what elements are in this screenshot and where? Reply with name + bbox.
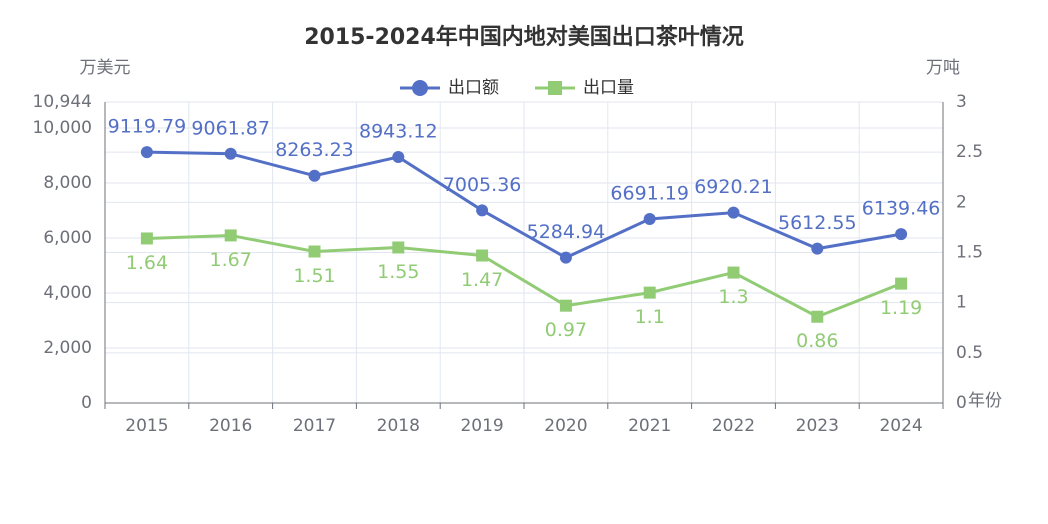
y2-tick-label: 0.5 — [956, 343, 983, 363]
y2-tick-label: 1 — [956, 293, 967, 313]
y2-tick-label: 3 — [956, 92, 967, 112]
data-label: 6691.19 — [610, 182, 689, 204]
data-label: 1.3 — [718, 286, 748, 308]
point — [895, 228, 908, 241]
x-tick-label: 2022 — [712, 416, 755, 436]
point — [308, 169, 321, 182]
data-label: 9061.87 — [191, 117, 270, 139]
x-tick-label: 2015 — [125, 416, 168, 436]
point — [224, 229, 237, 242]
legend-label: 出口量 — [583, 78, 634, 98]
data-label: 5284.94 — [527, 221, 606, 243]
y-tick-label: 10,944 — [33, 92, 92, 112]
point — [643, 286, 656, 299]
data-label: 1.1 — [635, 306, 665, 328]
series-line — [146, 150, 902, 260]
point — [811, 242, 824, 255]
point — [559, 251, 572, 264]
point — [476, 204, 489, 217]
point — [559, 299, 572, 312]
data-label: 0.97 — [545, 319, 587, 341]
data-label: 1.55 — [377, 261, 419, 283]
legend-marker — [412, 80, 428, 96]
data-label: 8263.23 — [275, 139, 354, 161]
point — [308, 245, 321, 258]
data-label: 1.64 — [126, 252, 168, 274]
y-tick-label: 0 — [81, 393, 92, 413]
x-tick-label: 2020 — [544, 416, 587, 436]
point — [476, 249, 489, 262]
series-line — [146, 233, 902, 319]
data-label: 1.19 — [880, 297, 922, 319]
point — [895, 277, 908, 290]
legend-label: 出口额 — [448, 78, 499, 98]
y2-tick-label: 1.5 — [956, 243, 983, 263]
data-label: 0.86 — [796, 330, 838, 352]
data-label: 9119.79 — [108, 116, 187, 138]
point — [224, 147, 237, 160]
y-tick-label: 8,000 — [43, 173, 92, 193]
data-label: 1.47 — [461, 269, 503, 291]
data-label: 1.67 — [210, 249, 252, 271]
y2-axis-name: 万吨 — [926, 58, 960, 78]
x-tick-label: 2016 — [209, 416, 252, 436]
data-label: 6139.46 — [862, 198, 941, 220]
data-label: 1.51 — [293, 265, 335, 287]
x-tick-label: 2018 — [377, 416, 420, 436]
data-label: 8943.12 — [359, 121, 438, 143]
point — [140, 146, 153, 159]
y-tick-label: 4,000 — [43, 283, 92, 303]
point — [727, 206, 740, 219]
x-axis-name: 年份 — [968, 391, 1002, 411]
x-tick-label: 2023 — [796, 416, 839, 436]
data-label: 5612.55 — [778, 212, 857, 234]
data-label: 6920.21 — [694, 176, 773, 198]
point — [643, 212, 656, 225]
y2-tick-label: 2 — [956, 192, 967, 212]
x-tick-label: 2019 — [460, 416, 503, 436]
x-tick-label: 2024 — [879, 416, 922, 436]
y2-tick-label: 0 — [956, 393, 967, 413]
chart-title: 2015-2024年中国内地对美国出口茶叶情况 — [304, 24, 744, 50]
y-tick-label: 10,000 — [33, 118, 92, 138]
point — [140, 232, 153, 245]
y-tick-label: 2,000 — [43, 338, 92, 358]
legend-marker — [548, 81, 562, 95]
y2-tick-label: 2.5 — [956, 142, 983, 162]
x-tick-label: 2021 — [628, 416, 671, 436]
point — [392, 241, 405, 254]
y-tick-label: 6,000 — [43, 228, 92, 248]
point — [392, 151, 405, 164]
point — [811, 310, 824, 323]
x-tick-label: 2017 — [293, 416, 336, 436]
point — [727, 266, 740, 279]
y-axis-name: 万美元 — [80, 58, 131, 78]
data-label: 7005.36 — [443, 174, 522, 196]
